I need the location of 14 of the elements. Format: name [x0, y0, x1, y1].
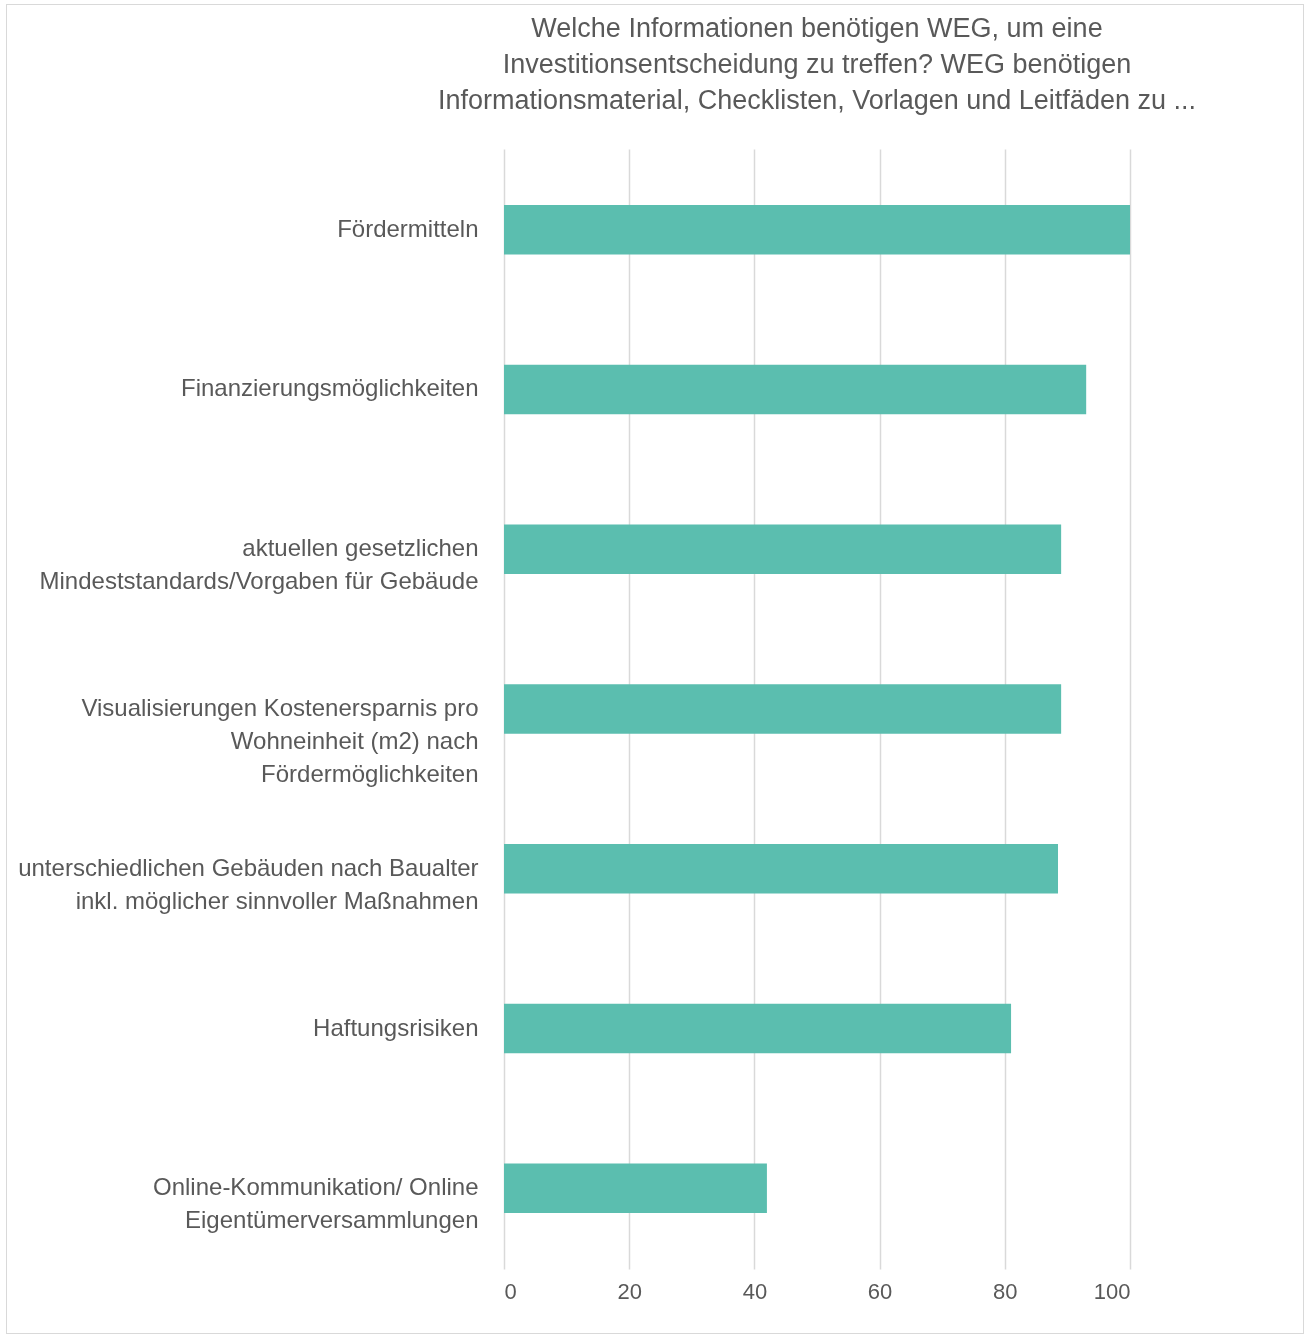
x-tick-label: 40 — [742, 1278, 768, 1304]
chart-title: Welche Informationen benötigen WEG, um eine Investitionsentscheidung zu treffen? WEG benötigen Informationsmaterial, Checklisten, Vorlagen und Leitfäden zu ... — [438, 13, 1196, 115]
x-tick-label: 100 — [1093, 1278, 1131, 1304]
x-tick-label: 60 — [867, 1278, 893, 1304]
y-tick-label: Fördermitteln — [337, 214, 479, 242]
x-tick-label: 80 — [993, 1278, 1018, 1304]
y-tick-label: Haftungsrisiken — [313, 1013, 479, 1041]
y-tick-label: aktuellen gesetzlichen Mindeststandards/Vorgaben für Gebäude — [39, 534, 479, 595]
x-tick-label: 0 — [504, 1278, 517, 1304]
y-tick-label: Finanzierungsmöglichkeiten — [181, 374, 479, 402]
y-tick-label: Visualisierungen Kostenersparnis pro Wohneinheit (m2) nach Fördermöglichkeiten — [81, 694, 479, 787]
x-tick-label: 20 — [617, 1278, 642, 1304]
y-tick-label: Online-Kommunikation/ Online Eigentümerversammlungen — [153, 1173, 479, 1234]
y-tick-label: unterschiedlichen Gebäuden nach Baualter inkl. möglicher sinnvoller Maßnahmen — [18, 853, 479, 914]
